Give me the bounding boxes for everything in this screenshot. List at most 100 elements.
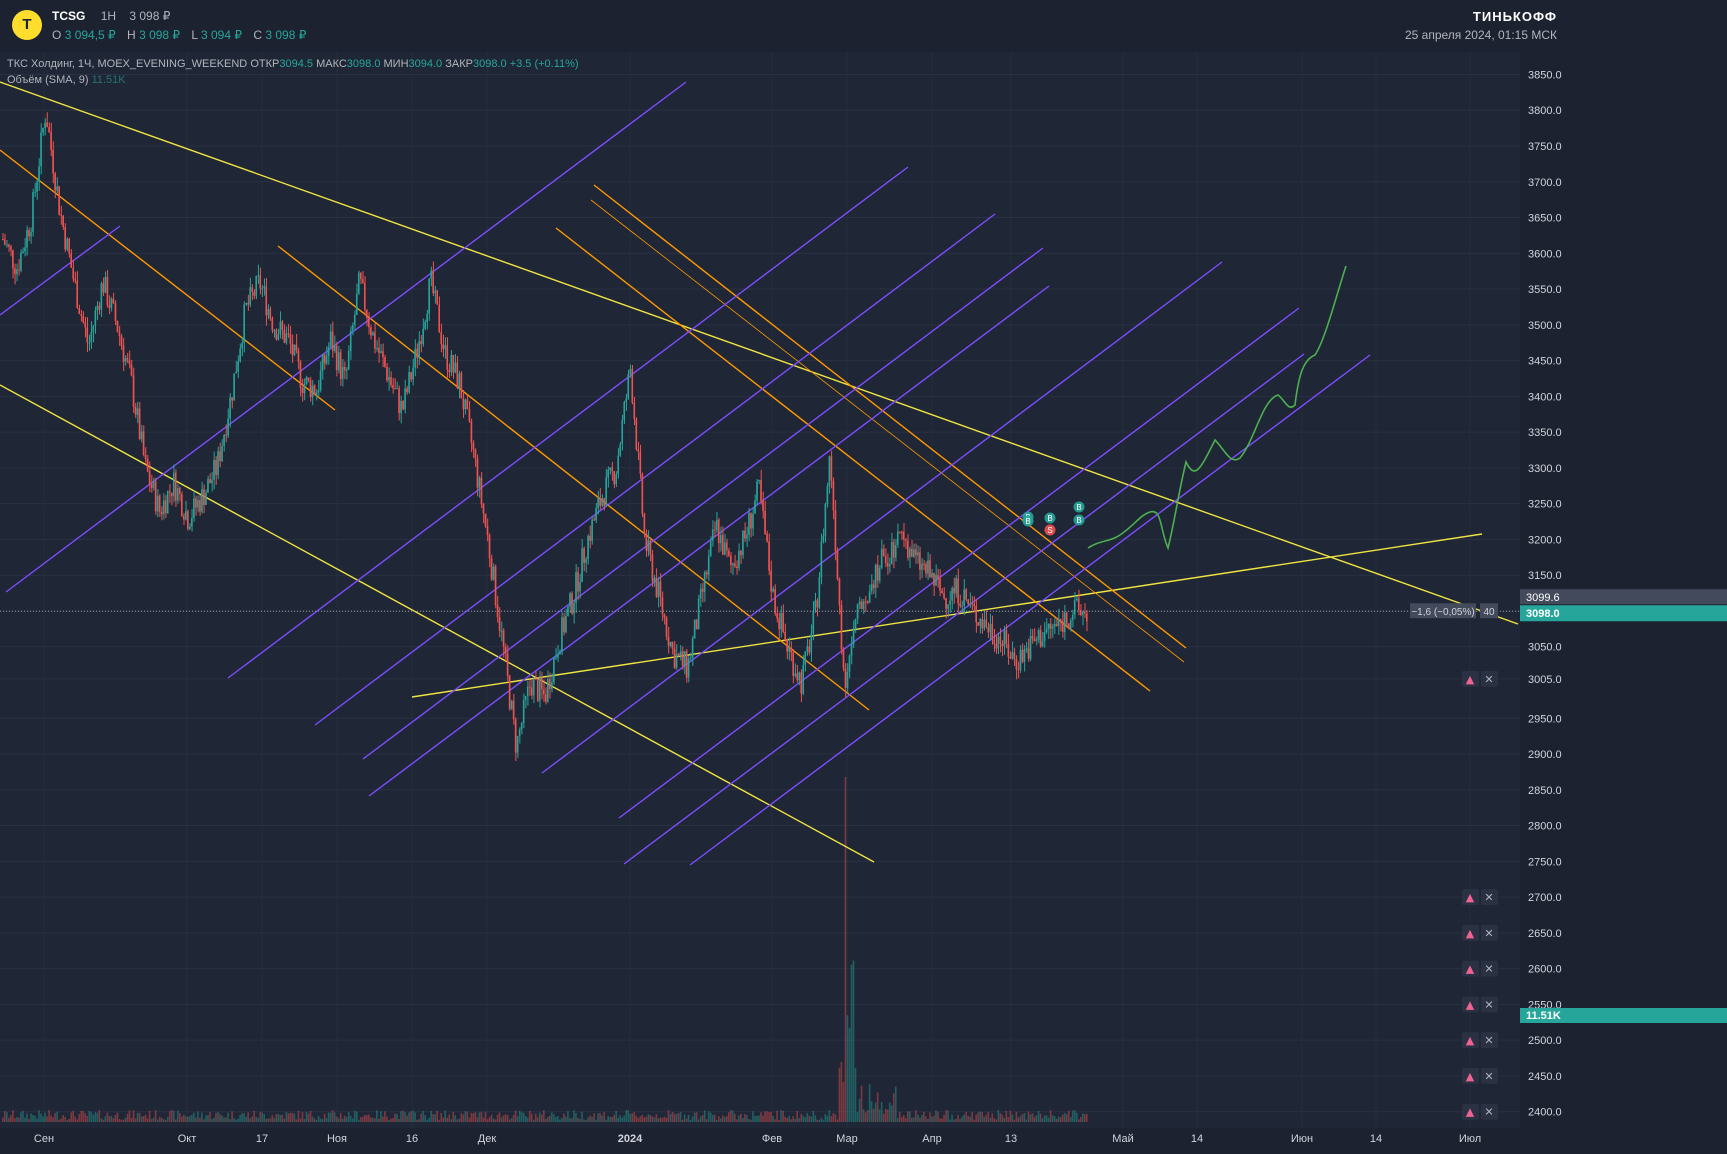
volume-bar — [524, 1115, 527, 1122]
ticker-symbol[interactable]: TCSG — [52, 9, 86, 23]
candle-body — [587, 535, 589, 560]
candle-body — [923, 563, 925, 565]
candle-body — [281, 321, 284, 330]
last-price-box — [1520, 605, 1727, 622]
volume-bar — [345, 1117, 348, 1122]
volume-bar — [760, 1112, 762, 1122]
candle-body — [241, 342, 243, 349]
candle-body — [647, 540, 650, 551]
volume-bar — [339, 1112, 342, 1122]
volume-bar — [701, 1114, 704, 1122]
close-icon: ✕ — [1484, 673, 1493, 686]
volume-bar — [744, 1114, 746, 1122]
volume-bar — [446, 1117, 449, 1122]
crosshair-line: −1,6 (−0,05%) 40 — [0, 603, 1520, 619]
candle-body — [496, 604, 499, 618]
volume-bar — [337, 1118, 340, 1122]
volume-bar — [858, 1098, 861, 1122]
candle-body — [452, 354, 455, 373]
projection-curve — [1087, 265, 1347, 551]
candle-body — [965, 589, 967, 600]
candle-body — [858, 601, 861, 605]
candle-body — [589, 535, 591, 541]
alert-row[interactable]: ▲ ✕ — [1462, 889, 1498, 906]
volume-bar — [478, 1112, 481, 1122]
candle-body — [72, 267, 74, 279]
candle-body — [420, 341, 422, 345]
alert-row[interactable]: ▲ ✕ — [1462, 924, 1498, 941]
time-tick-label: 13 — [1005, 1133, 1017, 1145]
volume-bar — [201, 1112, 203, 1122]
volume-bar — [1057, 1116, 1060, 1122]
candle-body — [764, 510, 766, 534]
alert-bell-bg — [1462, 1103, 1479, 1120]
volume-bar — [671, 1111, 674, 1122]
volume-bar — [176, 1110, 179, 1122]
volume-bar — [981, 1112, 984, 1122]
candle-body — [219, 451, 221, 462]
volume-bar — [259, 1111, 262, 1122]
projection-path[interactable] — [1087, 265, 1347, 551]
volume-bar — [193, 1112, 195, 1122]
volume-bar — [418, 1119, 420, 1122]
volume-bar — [474, 1112, 477, 1122]
candle-body — [80, 313, 83, 316]
candles-group[interactable] — [2, 112, 1088, 762]
candle-body — [627, 373, 630, 399]
volume-bar — [520, 1112, 523, 1122]
candle-body — [981, 619, 984, 629]
volume-bar — [868, 1084, 871, 1122]
volume-bar — [183, 1114, 185, 1122]
interval-label[interactable]: 1H — [100, 9, 117, 23]
alert-row[interactable]: ▲ ✕ — [1462, 1032, 1498, 1049]
alert-row[interactable]: ▲ ✕ — [1462, 1067, 1498, 1084]
volume-bar — [1011, 1114, 1014, 1122]
volume-bar — [734, 1113, 736, 1122]
volume-bar — [826, 1115, 829, 1122]
volume-bar — [949, 1119, 951, 1122]
trend-line — [618, 307, 1300, 819]
candle-body — [38, 166, 40, 182]
brand-name: ТИНЬКОФФ — [1472, 9, 1557, 24]
candle-body — [796, 673, 798, 681]
alert-buttons[interactable]: ▲ ✕ ▲ ✕ ▲ ✕ ▲ ✕ ▲ ✕ ▲ ✕ ▲ ✕ ▲ ✕ — [1462, 670, 1498, 1120]
alert-bell-bg — [1462, 1032, 1479, 1049]
volume-bar — [343, 1115, 346, 1122]
candle-body — [826, 486, 829, 505]
volume-bar — [1037, 1110, 1040, 1122]
candle-body — [902, 531, 905, 540]
volume-bar — [703, 1110, 706, 1122]
candle-body — [18, 269, 20, 271]
volume-bar — [621, 1117, 624, 1122]
trend-drawings[interactable] — [0, 81, 1519, 866]
volume-bar — [291, 1112, 294, 1122]
volume-bar — [532, 1119, 535, 1122]
alert-row[interactable]: ▲ ✕ — [1462, 1103, 1498, 1120]
time-axis[interactable]: Сен Окт 17 Ноя 16 Дек 2024 Фев Мар Апр 13 Май 14 Июн 1… — [0, 1128, 1520, 1154]
volume-bar — [629, 1113, 632, 1122]
candle-body — [251, 287, 253, 292]
volume-bar — [368, 1114, 370, 1122]
price-tick-label: 2650.0 — [1528, 928, 1562, 940]
volume-bar — [758, 1115, 760, 1122]
trade-markers[interactable]: BBBSBB — [1022, 501, 1085, 536]
alert-row[interactable]: ▲ ✕ — [1462, 670, 1498, 687]
alert-row[interactable]: ▲ ✕ — [1462, 996, 1498, 1013]
volume-bar — [273, 1118, 276, 1122]
volume-bar — [961, 1116, 963, 1122]
candle-body — [959, 603, 961, 606]
candle-body — [673, 648, 676, 668]
alert-row[interactable]: ▲ ✕ — [1462, 960, 1498, 977]
volume-bar — [597, 1113, 599, 1122]
price-axis[interactable]: 3850.0 3800.0 3750.0 3700.0 3650.0 3600.0 3550… — [1520, 52, 1727, 1154]
candle-body — [1059, 618, 1062, 622]
candle-body — [189, 526, 191, 529]
candle-body — [693, 619, 696, 639]
candle-body — [542, 689, 545, 695]
volume-bar — [838, 1067, 841, 1122]
volume-bar — [223, 1117, 225, 1122]
candle-body — [772, 588, 774, 592]
candle-body — [565, 615, 567, 633]
candle-body — [277, 334, 280, 340]
